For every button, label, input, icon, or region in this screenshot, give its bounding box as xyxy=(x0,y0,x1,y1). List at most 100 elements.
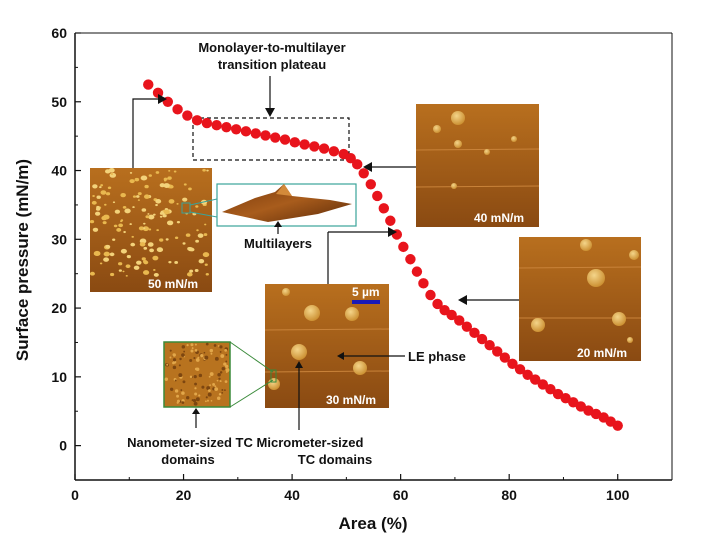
afm-speckle xyxy=(176,394,180,398)
afm-speckle xyxy=(197,356,200,359)
inset-20-scanline xyxy=(518,266,642,269)
afm-speckle xyxy=(198,394,201,397)
inset-20-image xyxy=(519,237,641,361)
inset-20-domain xyxy=(629,250,639,260)
afm-speckle xyxy=(204,263,208,266)
afm-speckle xyxy=(220,354,225,358)
afm-speckle xyxy=(118,262,123,266)
arrow-30-head xyxy=(388,227,397,237)
afm-speckle xyxy=(122,270,125,273)
afm-speckle xyxy=(92,227,99,232)
data-point xyxy=(172,104,183,115)
afm-speckle xyxy=(219,350,222,353)
afm-speckle xyxy=(103,257,110,262)
afm-speckle xyxy=(195,205,199,208)
afm-speckle xyxy=(186,396,190,400)
afm-speckle xyxy=(132,195,137,198)
plateau-label-line2: transition plateau xyxy=(218,57,326,72)
data-point xyxy=(425,289,436,301)
afm-speckle xyxy=(96,195,101,199)
inset-multilayer-surface xyxy=(222,184,352,222)
afm-speckle xyxy=(194,392,198,396)
afm-speckle xyxy=(183,183,187,186)
afm-speckle xyxy=(174,379,177,382)
afm-speckle xyxy=(194,367,198,371)
afm-speckle xyxy=(116,228,122,232)
afm-speckle xyxy=(143,227,146,230)
inset-30: 5 µm 30 mN/m xyxy=(264,284,390,408)
afm-speckle xyxy=(118,223,124,228)
afm-speckle xyxy=(139,242,146,247)
data-point xyxy=(568,397,579,408)
afm-speckle xyxy=(214,356,219,361)
data-point xyxy=(492,346,503,357)
afm-speckle xyxy=(217,373,221,377)
afm-speckle xyxy=(219,380,222,383)
afm-speckle xyxy=(166,220,174,226)
afm-speckle xyxy=(198,373,203,378)
afm-speckle xyxy=(205,342,209,346)
afm-speckle xyxy=(155,171,160,174)
afm-speckle xyxy=(133,265,140,270)
multilayer-arrowhead xyxy=(274,221,282,227)
x-tick-label: 60 xyxy=(393,487,409,503)
afm-speckle xyxy=(163,209,170,215)
data-point xyxy=(345,152,356,164)
afm-speckle xyxy=(208,389,211,393)
plateau-label-line1: Monolayer-to-multilayer xyxy=(198,40,345,55)
afm-speckle xyxy=(207,392,212,397)
zoom-source-box xyxy=(181,202,191,214)
afm-speckle xyxy=(181,353,185,357)
afm-speckle xyxy=(120,220,123,223)
afm-speckle xyxy=(92,194,95,198)
afm-speckle xyxy=(196,229,199,232)
nano-label-line1: Nanometer-sized TC xyxy=(127,435,253,450)
afm-speckle xyxy=(153,272,159,277)
afm-speckle xyxy=(221,366,226,371)
micro-arrowhead xyxy=(295,361,303,368)
afm-speckle xyxy=(143,246,148,250)
afm-speckle xyxy=(178,373,183,378)
afm-speckle xyxy=(173,170,177,173)
nano-arrowhead xyxy=(192,408,200,414)
data-point xyxy=(279,134,291,145)
afm-speckle xyxy=(210,399,213,402)
data-point xyxy=(432,298,443,310)
afm-speckle xyxy=(155,203,158,207)
afm-speckle xyxy=(194,343,197,346)
data-point xyxy=(537,379,549,390)
inset-30-domain xyxy=(291,344,307,360)
afm-speckle xyxy=(176,203,179,205)
x-ticks: 0 20 40 60 80 100 xyxy=(71,474,673,503)
inset-30-domain xyxy=(268,378,280,390)
inset-30-scalebar xyxy=(352,300,380,304)
afm-speckle xyxy=(130,242,136,247)
plateau-arrowhead xyxy=(265,108,275,117)
x-tick-label: 0 xyxy=(71,487,79,503)
afm-speckle xyxy=(159,215,163,218)
afm-speckle xyxy=(149,248,155,253)
afm-speckle xyxy=(181,401,185,404)
afm-speckle xyxy=(110,173,114,175)
inset-50-speckles xyxy=(89,168,210,277)
afm-speckle xyxy=(216,396,221,400)
afm-speckle xyxy=(114,209,121,214)
afm-speckle xyxy=(195,397,200,402)
inset-30-scanline xyxy=(264,328,390,331)
afm-speckle xyxy=(204,400,207,403)
afm-speckle xyxy=(153,269,156,271)
micro-label-line2: TC domains xyxy=(298,452,372,467)
afm-speckle xyxy=(225,368,230,372)
y-ticks: 0 10 20 30 40 50 60 xyxy=(51,25,81,481)
afm-speckle xyxy=(186,344,189,347)
afm-speckle xyxy=(102,221,107,225)
afm-speckle xyxy=(209,348,214,353)
afm-speckle xyxy=(136,260,142,265)
nano-label-line2: domains xyxy=(161,452,214,467)
afm-speckle xyxy=(208,375,211,378)
inset-20-domain xyxy=(612,312,626,326)
data-point xyxy=(476,333,488,345)
afm-speckle xyxy=(224,380,228,384)
afm-speckle xyxy=(107,186,112,190)
afm-speckle xyxy=(176,399,180,403)
